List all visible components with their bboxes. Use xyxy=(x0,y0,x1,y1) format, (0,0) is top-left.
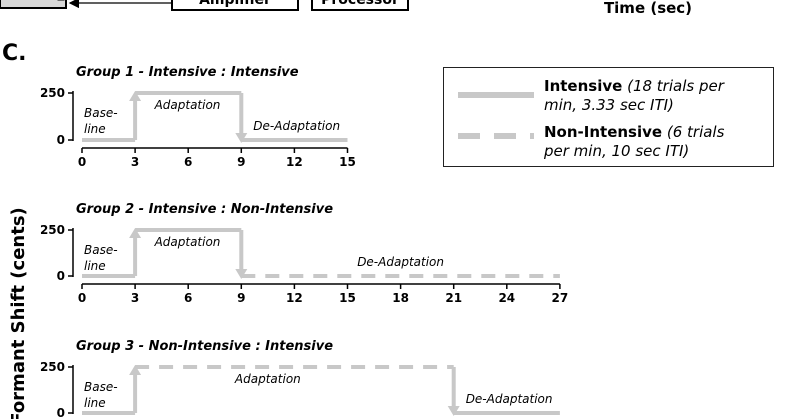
top-fragment: Amplifier Processor Time (sec) xyxy=(0,0,692,17)
legend-non-intensive-name: Non-Intensive xyxy=(544,123,663,141)
group-3-title: Group 3 - Non-Intensive : Intensive xyxy=(76,339,333,354)
group-1-x-tick-label-12: 12 xyxy=(286,155,303,169)
group-2-title: Group 2 - Intensive : Non-Intensive xyxy=(76,202,333,217)
group-charts: Group 1 - Intensive : Intensive 0 250 0 3 6 9 1… xyxy=(40,65,568,419)
group-2-transition-1-arrow-icon xyxy=(129,228,142,238)
group-2-x-tick-label-27: 27 xyxy=(552,291,569,305)
group-2-phase-2-label: Adaptation xyxy=(154,235,221,249)
legend-intensive-name: Intensive xyxy=(544,77,623,95)
processor-label: Processor xyxy=(321,0,399,8)
group-3-phase-1-label: Base-line xyxy=(84,380,118,410)
group-3-y-tick-label-0: 0 xyxy=(57,406,65,419)
y-axis-label: Formant Shift (cents) xyxy=(8,207,29,419)
group-2-x-tick-label-18: 18 xyxy=(392,291,409,305)
group-1-x-tick-label-6: 6 xyxy=(184,155,192,169)
group-2-x-tick-label-15: 15 xyxy=(339,291,356,305)
legend-swatch-non-intensive xyxy=(458,133,534,139)
group-2-x-tick-label-12: 12 xyxy=(286,291,303,305)
group-1-transition-2-arrow-icon xyxy=(235,133,248,143)
legend-swatch-intensive xyxy=(458,92,534,98)
group-2-transition-2-arrow-icon xyxy=(235,269,248,279)
group-1-x-tick-label-3: 3 xyxy=(131,155,139,169)
group-2-x-tick-label-9: 9 xyxy=(237,291,245,305)
group-1-y-tick-label-0: 0 xyxy=(57,133,65,147)
legend-non-intensive-detail1: (6 trials xyxy=(666,123,725,141)
group-2-phase-3-label: De-Adaptation xyxy=(357,255,444,269)
group-3-phase-2-label: Adaptation xyxy=(234,372,301,386)
legend-intensive-detail2: min, 3.33 sec ITI) xyxy=(544,96,674,114)
processor-box xyxy=(311,0,409,11)
group-1-x-tick-label-9: 9 xyxy=(237,155,245,169)
device-box-icon xyxy=(0,0,67,9)
group-3-transition-2-arrow-icon xyxy=(447,406,460,416)
time-axis-label: Time (sec) xyxy=(604,0,692,17)
group-1-phase-1-label: Base-line xyxy=(84,106,118,136)
group-1-phase-2-label: Adaptation xyxy=(154,98,221,112)
group-2-x-tick-label-3: 3 xyxy=(131,291,139,305)
group-2-y-tick-label-250: 250 xyxy=(40,223,65,237)
amplifier-label: Amplifier xyxy=(199,0,271,8)
group-1-phase-3-label: De-Adaptation xyxy=(253,119,340,133)
group-1-x-tick-label-15: 15 xyxy=(339,155,356,169)
group-2-x-tick-label-21: 21 xyxy=(445,291,462,305)
group-3-transition-1-arrow-icon xyxy=(129,365,142,375)
group-1-x-tick-label-0: 0 xyxy=(78,155,86,169)
group-3-phase-3-label: De-Adaptation xyxy=(466,392,553,406)
group-1-y-tick-label-250: 250 xyxy=(40,86,65,100)
group-1-title: Group 1 - Intensive : Intensive xyxy=(76,65,299,80)
group-3-y-tick-label-250: 250 xyxy=(40,360,65,374)
group-2-y-tick-label-0: 0 xyxy=(57,269,65,283)
group-2-x-tick-label-24: 24 xyxy=(498,291,515,305)
legend: Intensive (18 trials per min, 3.33 sec I… xyxy=(443,67,774,167)
group-2-phase-1-label: Base-line xyxy=(84,243,118,273)
panel-label: C. xyxy=(2,41,27,66)
amplifier-box xyxy=(171,0,299,11)
legend-entry-intensive: Intensive (18 trials per min, 3.33 sec I… xyxy=(544,77,769,115)
legend-intensive-detail1: (18 trials per xyxy=(627,77,724,95)
group-1-transition-1-arrow-icon xyxy=(129,91,142,101)
legend-entry-non-intensive: Non-Intensive (6 trials per min, 10 sec … xyxy=(544,123,769,161)
legend-non-intensive-detail2: per min, 10 sec ITI) xyxy=(544,142,690,160)
group-2-x-tick-label-0: 0 xyxy=(78,291,86,305)
group-2-x-tick-label-6: 6 xyxy=(184,291,192,305)
